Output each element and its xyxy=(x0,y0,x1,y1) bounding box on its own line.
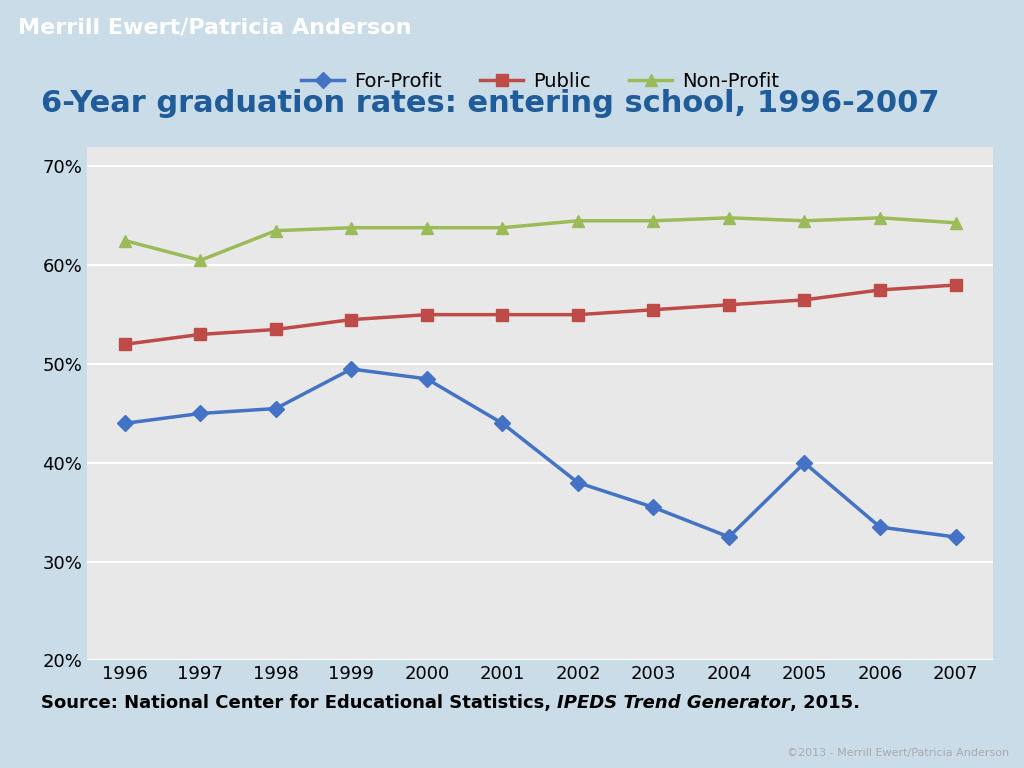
Text: Source: National Center for Educational Statistics,: Source: National Center for Educational … xyxy=(41,694,557,712)
Non-Profit xyxy=(345,223,357,232)
Line: For-Profit: For-Profit xyxy=(119,363,962,542)
For-Profit xyxy=(571,478,584,487)
For-Profit xyxy=(873,522,886,531)
For-Profit xyxy=(723,532,735,541)
Legend: For-Profit, Public, Non-Profit: For-Profit, Public, Non-Profit xyxy=(294,64,786,98)
Public xyxy=(799,295,811,304)
Text: , 2015.: , 2015. xyxy=(791,694,860,712)
Public xyxy=(269,325,282,334)
Non-Profit xyxy=(571,216,584,225)
For-Profit xyxy=(799,458,811,468)
For-Profit xyxy=(497,419,509,428)
For-Profit xyxy=(647,503,659,512)
Line: Non-Profit: Non-Profit xyxy=(119,212,962,266)
Public xyxy=(195,329,207,339)
Non-Profit xyxy=(269,226,282,235)
For-Profit xyxy=(345,364,357,373)
Public xyxy=(421,310,433,319)
Non-Profit xyxy=(723,214,735,223)
Non-Profit xyxy=(195,256,207,265)
For-Profit xyxy=(269,404,282,413)
Text: ©2013 - Merrill Ewert/Patricia Anderson: ©2013 - Merrill Ewert/Patricia Anderson xyxy=(786,747,1009,758)
Non-Profit xyxy=(949,218,962,227)
Public xyxy=(723,300,735,310)
For-Profit xyxy=(421,374,433,383)
Public xyxy=(647,305,659,314)
Public xyxy=(345,315,357,324)
Non-Profit xyxy=(119,236,131,245)
Text: Merrill Ewert/Patricia Anderson: Merrill Ewert/Patricia Anderson xyxy=(18,17,412,38)
Public xyxy=(571,310,584,319)
For-Profit xyxy=(119,419,131,428)
Line: Public: Public xyxy=(119,280,962,350)
Non-Profit xyxy=(873,214,886,223)
Non-Profit xyxy=(647,216,659,225)
Text: IPEDS Trend Generator: IPEDS Trend Generator xyxy=(557,694,791,712)
Public xyxy=(497,310,509,319)
Public xyxy=(949,280,962,290)
Public xyxy=(119,339,131,349)
Public xyxy=(873,286,886,295)
Non-Profit xyxy=(799,216,811,225)
For-Profit xyxy=(195,409,207,418)
For-Profit xyxy=(949,532,962,541)
Text: 6-Year graduation rates: entering school, 1996-2007: 6-Year graduation rates: entering school… xyxy=(41,88,939,118)
Non-Profit xyxy=(497,223,509,232)
Non-Profit xyxy=(421,223,433,232)
